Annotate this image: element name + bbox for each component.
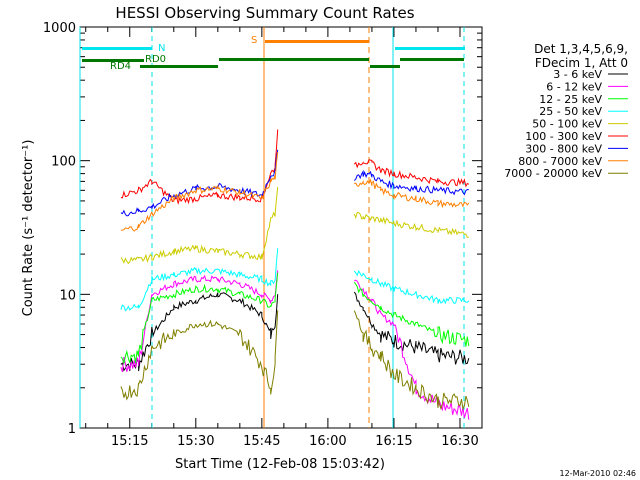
legend-label: 300 - 800 keV [525,142,602,155]
legend-label: 50 - 100 keV [532,118,602,131]
legend-label: 800 - 7000 keV [518,155,602,168]
timestamp: 12-Mar-2010 02:46 [560,469,637,478]
series-line-6 [120,149,469,217]
data-series [120,129,470,420]
x-tick-label: 16:00 [309,434,346,449]
legend-label: 100 - 300 keV [525,130,602,143]
s-flag-bar [265,40,369,43]
x-tick-label: 16:15 [375,434,412,449]
x-tick-label: 15:45 [243,434,280,449]
y-tick-label: 1000 [43,21,76,36]
event-lines [79,27,465,428]
rd4-flag-label: RD4 [110,61,131,72]
rd0-flag-bar-2 [219,58,369,61]
legend-label: 3 - 6 keV [553,68,602,81]
legend-label: 7000 - 20000 keV [504,167,602,180]
n-flag-label: N [158,43,165,54]
series-line-4 [120,187,469,265]
series-line-2 [120,272,470,366]
series-line-0 [120,291,470,372]
series-line-5 [120,129,470,205]
legend-label: 6 - 12 keV [546,80,602,93]
series-line-1 [120,270,470,420]
chart-title: HESSI Observing Summary Count Rates [115,4,414,22]
flag-bars: N S RD0 RD4 [82,35,465,72]
x-axis-label: Start Time (12-Feb-08 15:03:42) [175,457,385,472]
y-tick-label: 1 [68,422,76,437]
x-axis: 15:15 15:30 15:45 16:00 16:15 16:30 [85,27,483,449]
series-line-3 [120,248,470,312]
legend-label: 25 - 50 keV [539,105,602,118]
s-flag-label: S [251,35,257,46]
legend-label: 12 - 25 keV [539,93,602,106]
rd4-flag-bar-1 [140,65,218,68]
legend: Det 1,3,4,5,6,9, FDecim 1, Att 0 3 - 6 k… [504,42,628,180]
series-line-8 [120,310,470,411]
rd0-flag-bar-1 [82,59,144,62]
rd0-flag-bar-3 [400,58,464,61]
rd0-flag-label: RD0 [145,54,166,65]
x-tick-label: 15:15 [111,434,148,449]
legend-header-line-1: Det 1,3,4,5,6,9, [534,42,628,56]
y-axis: 1 10 100 1000 [43,21,482,437]
y-tick-label: 10 [59,288,76,303]
plot-frame [79,26,483,429]
y-tick-label: 100 [51,155,76,170]
y-axis-label: Count Rate (s⁻¹ detector⁻¹) [21,140,36,317]
n-flag-bar-2 [395,47,465,50]
rd4-flag-bar-2 [370,65,400,68]
x-tick-label: 15:30 [177,434,214,449]
n-flag-bar [82,47,152,50]
x-tick-label: 16:30 [441,434,478,449]
legend-header-line-2: FDecim 1, Att 0 [535,56,628,70]
series-line-7 [120,152,470,232]
